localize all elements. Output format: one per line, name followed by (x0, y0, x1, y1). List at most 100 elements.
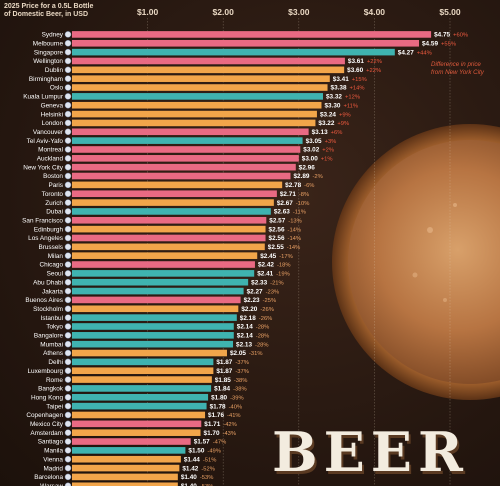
country-flag-icon (64, 278, 72, 286)
price-bar (72, 216, 267, 224)
country-flag-icon (64, 146, 72, 153)
price-bar (72, 243, 265, 251)
price-bar (72, 473, 178, 481)
country-flag-icon (64, 261, 72, 268)
price-difference-label: -26% (260, 307, 274, 313)
price-value-label: $2.96 (299, 164, 315, 171)
price-bar (72, 101, 322, 109)
price-difference-label: -25% (263, 298, 277, 304)
bar-row: Santiago $1.57 -47% (38, 438, 226, 446)
bar-row: Singapore $4.27 +44% (34, 48, 432, 56)
city-label: Athens (43, 350, 63, 357)
bar-row: Dublin $3.60 +22% (45, 66, 381, 74)
country-flag-icon (64, 155, 72, 162)
city-label: London (42, 120, 64, 127)
price-difference-label: -13% (288, 218, 302, 224)
price-bar (72, 234, 266, 242)
city-label: Wellington (33, 58, 63, 65)
price-difference-label: +12% (345, 95, 360, 101)
price-value-label: $2.45 (260, 253, 276, 260)
bar-row: Melbourne $4.59 +55% (33, 39, 456, 47)
city-label: Chicago (40, 262, 64, 269)
city-label: Singapore (34, 49, 64, 56)
price-difference-label: -43% (223, 431, 237, 437)
price-value-label: $1.40 (181, 474, 197, 481)
price-value-label: $2.56 (269, 226, 285, 233)
country-flag-icon (64, 287, 72, 295)
bar-row: Athens $2.05 -31% (43, 349, 263, 357)
price-value-label: $3.60 (347, 67, 363, 74)
country-flag-icon (64, 270, 72, 277)
city-label: Warsaw (40, 483, 63, 486)
country-flag-icon (64, 429, 72, 436)
price-difference-label: +1% (321, 157, 333, 163)
country-flag-icon (64, 332, 72, 339)
city-label: Melbourne (33, 40, 64, 47)
price-difference-label: +3% (325, 139, 337, 145)
country-flag-icon (64, 128, 72, 136)
price-value-label: $2.78 (285, 182, 301, 189)
price-difference-label: -53% (200, 475, 214, 481)
price-difference-label: +9% (339, 112, 351, 118)
price-bar (72, 110, 317, 118)
city-label: Los Angeles (28, 235, 63, 242)
country-flag-icon (64, 48, 72, 56)
bar-row: Birmingham $3.41 +15% (29, 75, 367, 83)
price-difference-label: +22% (366, 68, 381, 74)
price-difference-label: -41% (227, 413, 241, 419)
bar-row: Hong Kong $1.80 -39% (31, 393, 244, 401)
country-flag-icon (64, 243, 72, 251)
city-label: Vienna (43, 456, 63, 463)
price-difference-label: -2% (312, 174, 322, 180)
beer-title-word: BEER (272, 420, 469, 484)
price-value-label: $1.87 (216, 359, 232, 366)
price-difference-label: -31% (249, 351, 263, 357)
price-bar (72, 181, 283, 189)
bar-row: Brussels $2.55 -14% (38, 243, 300, 251)
x-tick-label: $3.00 (288, 7, 310, 17)
price-difference-label: +44% (417, 50, 432, 56)
country-flag-icon (64, 208, 72, 215)
bar-row: Mumbai $2.13 -28% (40, 340, 269, 348)
price-difference-label: -6% (304, 183, 314, 189)
country-flag-icon (64, 93, 72, 100)
price-difference-label: -53% (200, 484, 214, 486)
price-value-label: $2.42 (258, 262, 274, 269)
price-difference-label: -8% (299, 192, 309, 198)
country-flag-icon (64, 305, 72, 313)
price-bar (72, 464, 180, 472)
country-flag-icon (64, 84, 72, 91)
price-bar (72, 84, 328, 91)
country-flag-icon (64, 367, 72, 374)
bar-row: Sydney $4.75 +60% (42, 31, 468, 39)
city-label: Buenos Aires (25, 297, 63, 304)
bar-row: New York City $2.96 (23, 163, 315, 171)
price-value-label: $3.22 (318, 120, 334, 127)
price-difference-label: -38% (234, 378, 248, 384)
price-bar (72, 119, 316, 127)
price-bar (72, 252, 258, 259)
bar-row: Los Angeles $2.56 -14% (28, 234, 301, 242)
price-value-label: $4.59 (422, 40, 438, 47)
price-value-label: $1.40 (181, 483, 197, 486)
bar-row: Geneva $3.30 +11% (41, 101, 358, 109)
price-value-label: $1.71 (204, 421, 220, 428)
price-difference-label: -26% (259, 316, 273, 322)
city-label: Mumbai (40, 341, 63, 348)
price-bar (72, 172, 291, 180)
price-bar (72, 261, 255, 268)
city-label: Luxembourg (27, 368, 63, 375)
bar-row: Kuala Lumpur $3.32 +12% (23, 93, 360, 101)
price-bar (72, 225, 266, 233)
city-label: Geneva (41, 102, 64, 109)
x-tick-label: $4.00 (364, 7, 386, 17)
difference-note-line1: Difference in price (431, 61, 481, 68)
bar-row: Warsaw $1.40-53% (40, 482, 213, 486)
country-flag-icon (64, 110, 72, 118)
chart-title: 2025 Price for a 0.5L Bottle of Domestic… (4, 3, 93, 19)
price-bar (72, 270, 255, 277)
bar-row: Tel Aviv-Yafo $3.05 +3% (27, 137, 337, 145)
price-value-label: $3.13 (312, 129, 328, 136)
price-bar (72, 208, 271, 215)
